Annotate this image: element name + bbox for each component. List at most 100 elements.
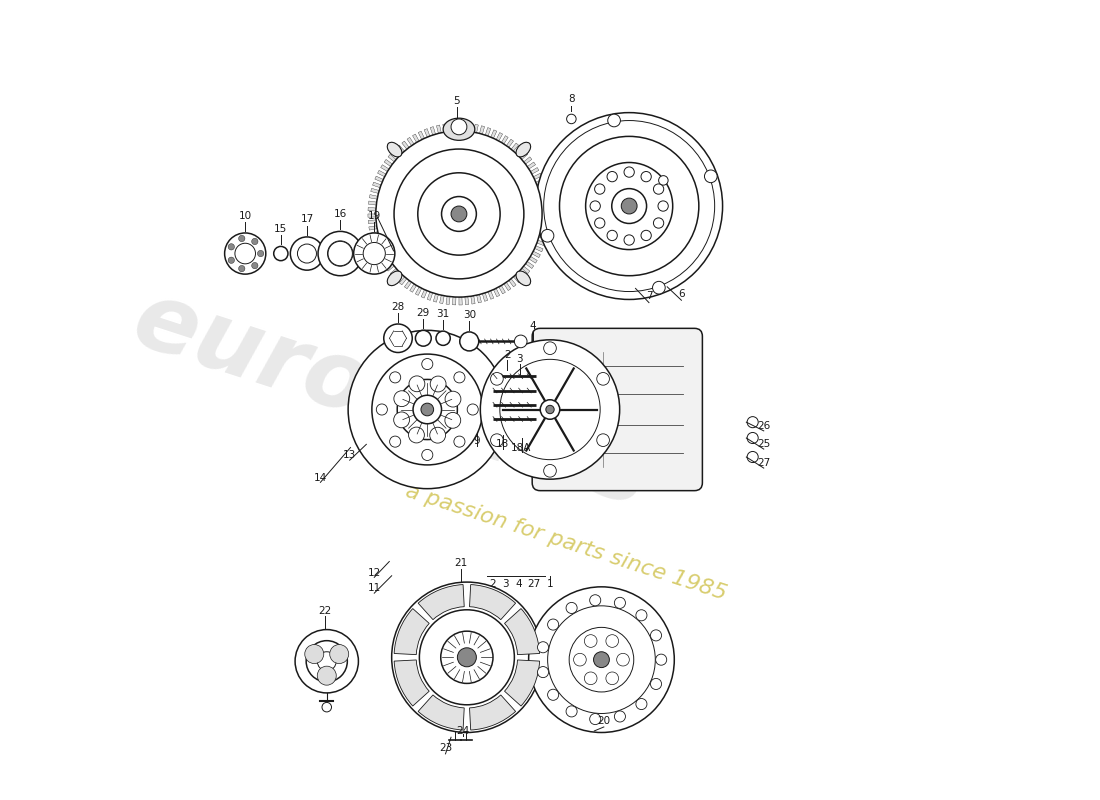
Polygon shape xyxy=(372,238,381,242)
Circle shape xyxy=(306,641,348,682)
Circle shape xyxy=(468,404,478,415)
Polygon shape xyxy=(416,287,421,295)
Circle shape xyxy=(384,324,412,353)
Polygon shape xyxy=(381,165,389,171)
Polygon shape xyxy=(459,297,462,305)
Polygon shape xyxy=(430,126,436,135)
Circle shape xyxy=(590,594,601,606)
Text: 18: 18 xyxy=(496,439,509,450)
Circle shape xyxy=(543,121,715,291)
Circle shape xyxy=(607,171,617,182)
Circle shape xyxy=(322,702,331,712)
Circle shape xyxy=(481,340,619,479)
Polygon shape xyxy=(399,277,407,285)
Polygon shape xyxy=(370,194,377,199)
Circle shape xyxy=(389,436,400,447)
Circle shape xyxy=(636,698,647,710)
Ellipse shape xyxy=(443,118,475,140)
Polygon shape xyxy=(532,251,540,258)
Polygon shape xyxy=(402,141,409,150)
Circle shape xyxy=(419,610,515,705)
Text: 30: 30 xyxy=(463,310,476,319)
Polygon shape xyxy=(393,150,400,158)
Circle shape xyxy=(389,372,400,383)
Circle shape xyxy=(239,266,245,272)
Polygon shape xyxy=(488,290,494,299)
Ellipse shape xyxy=(387,142,402,157)
Polygon shape xyxy=(418,131,425,140)
Circle shape xyxy=(658,201,669,211)
Polygon shape xyxy=(368,220,376,224)
Polygon shape xyxy=(480,126,485,134)
Circle shape xyxy=(418,173,500,255)
Circle shape xyxy=(348,330,506,489)
Circle shape xyxy=(606,672,618,685)
Polygon shape xyxy=(377,170,386,177)
Wedge shape xyxy=(394,609,429,654)
Circle shape xyxy=(597,373,609,385)
Circle shape xyxy=(607,230,617,241)
Circle shape xyxy=(659,176,668,185)
Circle shape xyxy=(451,206,466,222)
Circle shape xyxy=(595,184,605,194)
Polygon shape xyxy=(462,123,465,131)
Polygon shape xyxy=(514,274,521,282)
Circle shape xyxy=(541,230,554,242)
Text: 13: 13 xyxy=(343,450,356,461)
Text: 4: 4 xyxy=(515,578,521,589)
Circle shape xyxy=(446,391,461,407)
Polygon shape xyxy=(397,145,405,153)
Text: 22: 22 xyxy=(319,606,332,615)
Polygon shape xyxy=(518,270,526,278)
Text: 3: 3 xyxy=(503,578,509,589)
Circle shape xyxy=(454,436,465,447)
Text: 7: 7 xyxy=(646,291,652,302)
Polygon shape xyxy=(498,286,505,294)
Polygon shape xyxy=(542,210,550,214)
Circle shape xyxy=(747,451,758,462)
Circle shape xyxy=(650,630,661,641)
Circle shape xyxy=(624,235,635,245)
Polygon shape xyxy=(502,136,508,144)
Polygon shape xyxy=(388,154,396,162)
Polygon shape xyxy=(465,297,469,305)
Polygon shape xyxy=(368,226,377,230)
Circle shape xyxy=(444,413,461,428)
Circle shape xyxy=(274,246,288,261)
Polygon shape xyxy=(539,191,548,196)
Text: 15: 15 xyxy=(274,224,287,234)
Circle shape xyxy=(548,619,559,630)
Circle shape xyxy=(543,342,557,354)
Wedge shape xyxy=(470,585,516,620)
Circle shape xyxy=(595,218,605,228)
Polygon shape xyxy=(412,134,419,142)
Circle shape xyxy=(318,231,362,276)
Circle shape xyxy=(566,706,578,717)
Circle shape xyxy=(652,282,666,294)
Circle shape xyxy=(584,672,597,685)
Polygon shape xyxy=(379,254,387,261)
Circle shape xyxy=(615,598,626,609)
Polygon shape xyxy=(437,125,441,134)
Circle shape xyxy=(515,335,527,348)
Circle shape xyxy=(372,354,483,465)
Text: 9: 9 xyxy=(474,436,481,446)
Polygon shape xyxy=(504,282,510,290)
Circle shape xyxy=(653,218,663,228)
Circle shape xyxy=(548,690,559,700)
Circle shape xyxy=(317,652,337,670)
Polygon shape xyxy=(512,143,518,151)
Text: 19: 19 xyxy=(367,210,381,221)
Circle shape xyxy=(566,602,578,614)
Circle shape xyxy=(412,395,441,424)
Circle shape xyxy=(607,114,620,127)
Text: 18A: 18A xyxy=(512,442,531,453)
Circle shape xyxy=(538,642,549,653)
Polygon shape xyxy=(506,139,514,147)
Polygon shape xyxy=(496,133,503,141)
Polygon shape xyxy=(390,268,398,276)
Circle shape xyxy=(397,379,458,439)
Circle shape xyxy=(548,606,656,714)
Circle shape xyxy=(297,244,317,263)
Polygon shape xyxy=(541,223,550,227)
